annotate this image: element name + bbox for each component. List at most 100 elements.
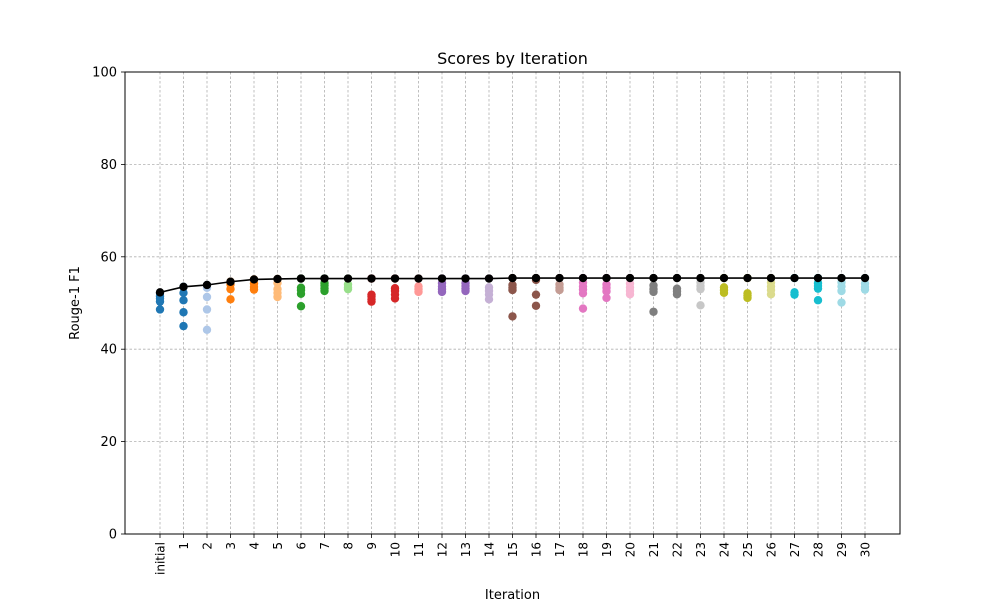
x-tick-label: 16 xyxy=(530,542,544,557)
best-score-point xyxy=(743,273,752,283)
x-tick-label: 1 xyxy=(177,542,191,550)
best-line-layer xyxy=(155,273,870,297)
x-tick-label: 2 xyxy=(201,542,215,550)
data-point xyxy=(555,280,564,289)
data-point xyxy=(202,305,212,314)
data-point xyxy=(602,280,611,289)
data-point xyxy=(531,301,541,310)
axis-layer: initial 1 2 3 4 5 6 7 8 9 10 11 12 13 14 15 16 17 18 19 20 21… xyxy=(92,66,872,576)
best-score-point xyxy=(226,277,235,286)
chart-title: Scores by Iteration xyxy=(437,49,588,68)
best-score-point xyxy=(719,273,729,283)
x-tick-label: 11 xyxy=(412,542,426,557)
data-point xyxy=(273,284,282,294)
data-point xyxy=(179,296,188,305)
x-tick-label: 27 xyxy=(788,542,802,557)
x-tick-label: 8 xyxy=(342,542,356,550)
best-score-point xyxy=(343,274,353,283)
data-point xyxy=(672,284,682,293)
data-point xyxy=(837,298,846,307)
data-point xyxy=(367,290,376,299)
best-score-point xyxy=(202,280,212,290)
data-point xyxy=(508,312,517,321)
x-tick-label: 28 xyxy=(812,542,826,557)
x-tick-label: 15 xyxy=(506,542,520,557)
data-point xyxy=(390,284,400,293)
best-score-point xyxy=(179,282,188,292)
best-score-point xyxy=(578,273,588,283)
best-score-point xyxy=(320,274,329,283)
data-point xyxy=(202,325,212,334)
y-tick-label: 100 xyxy=(92,66,117,81)
best-score-point xyxy=(531,273,541,283)
data-point xyxy=(813,296,823,305)
x-tick-label: 23 xyxy=(694,542,708,557)
data-point xyxy=(696,301,705,310)
x-tick-label: 22 xyxy=(671,542,685,557)
best-score-point xyxy=(367,274,376,283)
y-tick-label: 20 xyxy=(100,435,117,450)
data-point xyxy=(155,305,165,314)
x-tick-label: 25 xyxy=(741,542,755,557)
best-score-point xyxy=(625,273,635,283)
data-point xyxy=(296,283,306,292)
y-tick-label: 0 xyxy=(109,528,117,543)
best-score-point xyxy=(813,273,823,283)
data-point xyxy=(719,283,729,292)
data-point xyxy=(484,283,494,292)
x-tick-label: 17 xyxy=(553,542,567,557)
x-tick-label: 6 xyxy=(295,542,309,550)
data-point xyxy=(179,288,188,298)
best-score-point xyxy=(273,274,282,284)
grid-layer xyxy=(125,72,900,534)
x-tick-label: 4 xyxy=(248,542,262,550)
best-score-point xyxy=(390,274,400,283)
x-tick-label: 7 xyxy=(318,542,332,550)
data-point xyxy=(649,281,658,290)
x-tick-label: 20 xyxy=(624,542,638,557)
data-point xyxy=(179,308,188,317)
x-tick-label: 12 xyxy=(436,542,450,557)
data-point xyxy=(743,289,752,298)
best-score-point xyxy=(414,274,423,283)
best-score-point xyxy=(672,273,682,283)
best-score-point xyxy=(649,273,658,283)
x-tick-label: 9 xyxy=(365,542,379,550)
x-tick-label: 19 xyxy=(600,542,614,557)
data-point xyxy=(531,290,541,299)
y-tick-label: 80 xyxy=(100,158,117,173)
x-tick-label: 18 xyxy=(577,542,591,557)
y-axis-label: Rouge-1 F1 xyxy=(68,266,83,340)
y-tick-label: 40 xyxy=(100,343,117,358)
x-tick-label: 29 xyxy=(835,542,849,557)
x-tick-label: 10 xyxy=(389,542,403,557)
best-score-point xyxy=(602,273,611,283)
best-score-point xyxy=(461,274,470,283)
best-score-point xyxy=(766,273,776,283)
x-tick-label: 30 xyxy=(859,542,873,557)
best-score-point xyxy=(696,273,705,283)
data-point xyxy=(790,288,799,297)
data-point xyxy=(602,293,611,303)
data-point xyxy=(649,307,658,316)
best-score-point xyxy=(837,273,846,283)
best-score-point xyxy=(249,275,259,284)
data-point xyxy=(202,292,212,302)
best-score-point xyxy=(484,274,494,283)
x-tick-label: 26 xyxy=(765,542,779,557)
data-point xyxy=(226,295,235,304)
y-tick-label: 60 xyxy=(100,250,117,265)
x-tick-label: 13 xyxy=(459,542,473,557)
best-score-point xyxy=(296,274,306,283)
best-score-point xyxy=(437,274,447,283)
best-score-point xyxy=(508,273,517,283)
best-score-point xyxy=(155,288,165,297)
data-point xyxy=(179,321,188,331)
best-score-point xyxy=(860,273,870,283)
x-tick-label: initial xyxy=(154,542,168,575)
data-point xyxy=(414,282,423,291)
x-axis-label: Iteration xyxy=(485,588,540,600)
